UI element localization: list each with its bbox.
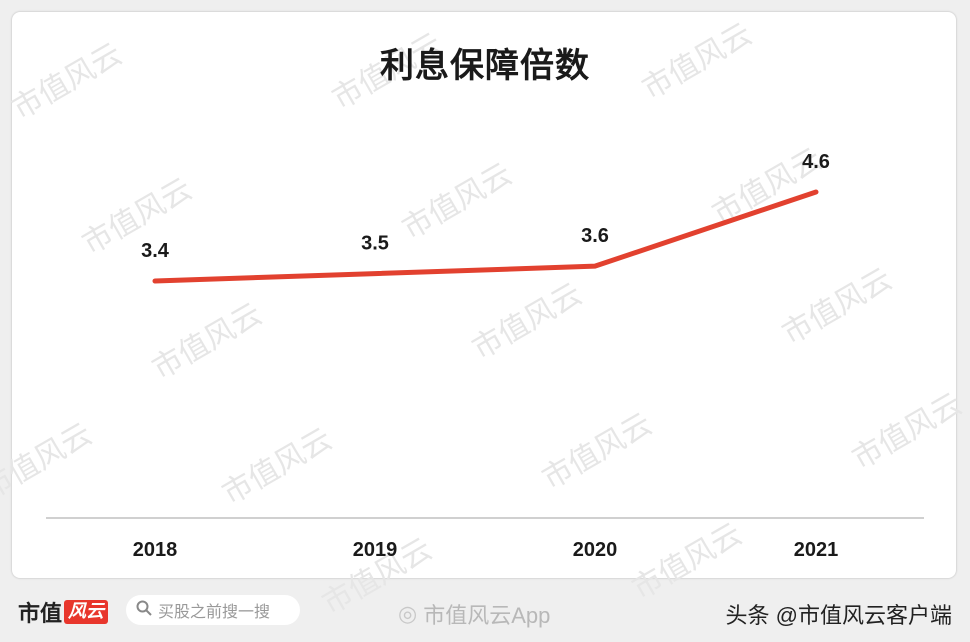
data-label: 3.6 <box>581 225 609 247</box>
search-icon <box>136 600 152 621</box>
logo-mark: 风云 <box>64 600 109 624</box>
watermark-text: 市值风云 <box>467 277 588 367</box>
watermark-text: 市值风云 <box>847 387 968 477</box>
x-tick-label: 2020 <box>573 539 618 561</box>
source-credit: 头条 @市值风云客户端 <box>725 603 952 628</box>
chart-title: 利息保障倍数 <box>380 46 590 86</box>
x-tick-label: 2019 <box>353 539 398 561</box>
watermark-text: 市值风云 <box>777 262 898 352</box>
data-label: 3.5 <box>361 233 389 255</box>
watermark-text: 市值风云 <box>397 157 518 247</box>
watermark-text: 市值风云 <box>0 417 98 507</box>
search-placeholder: 买股之前搜一搜 <box>158 604 271 621</box>
watermark-text: 市值风云 <box>147 297 268 387</box>
watermark-text: 市值风云 <box>217 422 338 512</box>
watermark-text: 市值风云 <box>537 407 658 497</box>
app-text: 市值风云App <box>423 603 551 628</box>
brand-logo[interactable]: 市值 风云 <box>18 598 109 627</box>
x-tick-label: 2018 <box>133 539 178 561</box>
search-box[interactable]: 买股之前搜一搜 <box>126 595 300 625</box>
watermark-text: 市值风云 <box>77 172 198 262</box>
weibo-icon: ◎ <box>398 601 418 626</box>
series-line <box>152 189 819 284</box>
logo-text: 市值 <box>18 601 63 627</box>
data-label: 3.4 <box>141 240 170 262</box>
chart-card <box>12 12 956 578</box>
data-label: 4.6 <box>802 151 830 173</box>
x-tick-label: 2021 <box>794 539 839 561</box>
footer-bar: 市值 风云 买股之前搜一搜 ◎ 市值风云App 头条 @市值风云客户端 <box>0 584 970 642</box>
app-link[interactable]: ◎ 市值风云App <box>398 598 550 630</box>
